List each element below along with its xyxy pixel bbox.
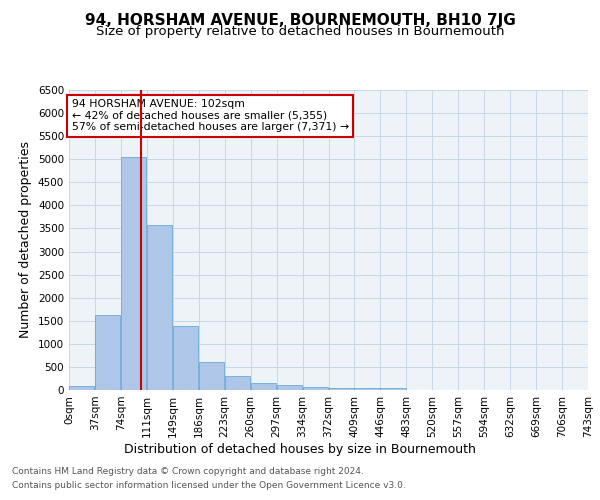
Text: 94 HORSHAM AVENUE: 102sqm
← 42% of detached houses are smaller (5,355)
57% of se: 94 HORSHAM AVENUE: 102sqm ← 42% of detac… xyxy=(71,99,349,132)
Bar xyxy=(225,376,250,390)
Text: Contains public sector information licensed under the Open Government Licence v3: Contains public sector information licen… xyxy=(12,481,406,490)
Bar xyxy=(329,388,354,390)
Bar xyxy=(251,383,276,390)
Y-axis label: Number of detached properties: Number of detached properties xyxy=(19,142,32,338)
Bar xyxy=(69,386,94,390)
Text: Distribution of detached houses by size in Bournemouth: Distribution of detached houses by size … xyxy=(124,442,476,456)
Bar xyxy=(147,225,172,390)
Bar xyxy=(277,386,302,390)
Bar xyxy=(173,326,198,390)
Bar xyxy=(302,387,328,390)
Bar xyxy=(121,157,146,390)
Text: 94, HORSHAM AVENUE, BOURNEMOUTH, BH10 7JG: 94, HORSHAM AVENUE, BOURNEMOUTH, BH10 7J… xyxy=(85,12,515,28)
Bar xyxy=(380,388,406,390)
Bar xyxy=(199,362,224,390)
Bar xyxy=(95,315,121,390)
Text: Contains HM Land Registry data © Crown copyright and database right 2024.: Contains HM Land Registry data © Crown c… xyxy=(12,467,364,476)
Text: Size of property relative to detached houses in Bournemouth: Size of property relative to detached ho… xyxy=(96,25,504,38)
Bar xyxy=(355,388,380,390)
